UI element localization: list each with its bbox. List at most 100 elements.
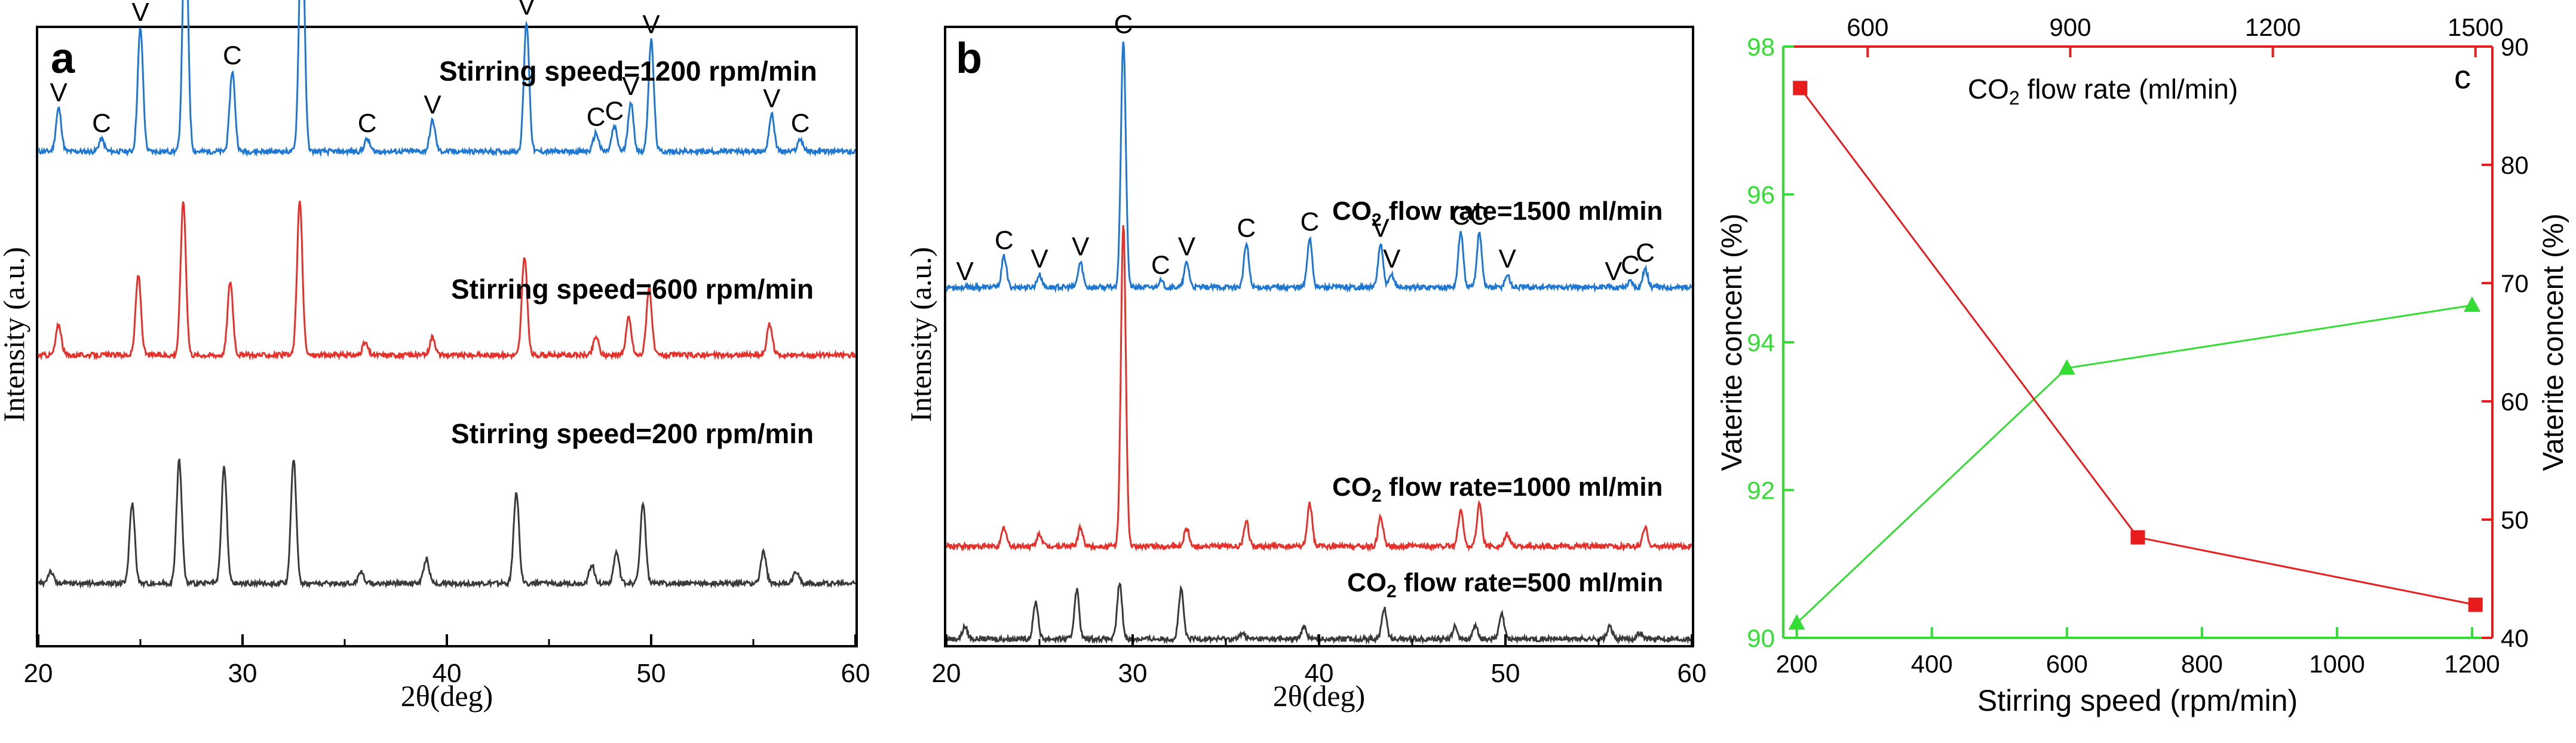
top-tick-label: 900	[2049, 13, 2091, 41]
bottom-tick-label: 200	[1776, 650, 1818, 678]
square-marker	[2468, 597, 2483, 612]
x-tick-label: 60	[1678, 659, 1707, 688]
peak-label: C	[1151, 251, 1170, 280]
panel-b-ylabel: Intensity (a.u.)	[904, 247, 937, 422]
peak-label: V	[1372, 214, 1390, 243]
peak-label: C	[1451, 201, 1470, 231]
peak-label: C	[995, 226, 1014, 255]
left-tick-label: 92	[1747, 477, 1775, 505]
x-tick-label: 30	[228, 659, 257, 688]
peak-label: V	[50, 78, 68, 107]
right-tick-label: 50	[2501, 506, 2529, 534]
peak-label: C	[1636, 238, 1655, 268]
right-tick-label: 90	[2501, 33, 2529, 61]
panel-b-frame	[944, 26, 1694, 647]
right-tick-label: 40	[2501, 624, 2529, 652]
panel-a-series-2-name: Stirring speed=600 rpm/min	[451, 274, 814, 305]
peak-label: C	[358, 109, 377, 138]
triangle-marker	[2058, 359, 2075, 375]
panel-c-xlabel: Stirring speed (rpm/min)	[1977, 684, 2298, 717]
panel-b-series-1-name-prefix: CO	[1332, 197, 1372, 226]
left-tick-label: 96	[1747, 181, 1775, 209]
panel-a-xticks: 20 30 40 50 60	[24, 634, 870, 688]
panel-a-peak-labels: VCVVCVCVVCCVVVC	[50, 0, 810, 138]
peak-label: C	[1621, 251, 1640, 280]
panel-c-top-xlabel-prefix: CO	[1968, 73, 2009, 105]
right-tick-label: 70	[2501, 269, 2529, 297]
panel-a-xlabel: 2θ(deg)	[401, 679, 493, 713]
triangle-marker	[2464, 296, 2481, 312]
peak-label: C	[1470, 201, 1489, 231]
panel-a-label: a	[51, 35, 75, 82]
square-marker	[2130, 530, 2145, 545]
panel-a-ylabel: Intensity (a.u.)	[0, 247, 30, 422]
panel-c-series	[1788, 81, 2483, 630]
panel-b-series-1-name: CO2 flow rate=1500 ml/min	[1332, 197, 1663, 230]
xrd-series-line	[946, 225, 1692, 552]
panel-b-series-3-name-sub: 2	[1387, 582, 1397, 601]
right-tick-label: 60	[2501, 388, 2529, 416]
square-marker	[1793, 81, 1808, 96]
left-tick-label: 94	[1747, 328, 1775, 357]
panel-b-xticks: 20 30 40 50 60	[932, 634, 1707, 688]
right-tick-label: 80	[2501, 151, 2529, 179]
peak-label: V	[424, 90, 441, 119]
panel-b-series-3-name: CO2 flow rate=500 ml/min	[1347, 568, 1663, 601]
peak-label: C	[791, 109, 810, 138]
xrd-series-line	[37, 458, 856, 590]
panel-b-series-2-name-suffix: flow rate=1000 ml/min	[1382, 472, 1663, 502]
peak-label: V	[1605, 257, 1623, 286]
bottom-tick-label: 800	[2181, 650, 2223, 678]
peak-label: C	[1114, 10, 1133, 39]
x-tick-label: 40	[433, 659, 462, 688]
peak-label: V	[622, 72, 640, 101]
panel-c-top-xlabel-sub: 2	[2009, 87, 2020, 109]
panel-a-series-1-name: Stirring speed=1200 rpm/min	[439, 56, 817, 87]
triangle-marker	[1788, 614, 1805, 630]
xrd-series-line	[37, 201, 856, 361]
panel-b-series-2-name-sub: 2	[1372, 486, 1382, 506]
x-tick-label: 60	[841, 659, 870, 688]
panel-b-series-3-name-suffix: flow rate=500 ml/min	[1397, 568, 1663, 597]
panel-a-frame	[36, 26, 858, 647]
bottom-tick-label: 1200	[2444, 650, 2500, 678]
left-tick-label: 90	[1747, 624, 1775, 652]
bottom-tick-label: 600	[2046, 650, 2088, 678]
peak-label: V	[1383, 244, 1401, 274]
panel-c-top-xlabel: CO2 flow rate (ml/min)	[1968, 73, 2238, 109]
xrd-series-line	[945, 41, 1692, 293]
peak-label: V	[1498, 244, 1516, 274]
top-tick-label: 1200	[2245, 13, 2301, 41]
panel-c-series-line	[1799, 87, 2476, 606]
panel-b-series-3-name-prefix: CO	[1347, 568, 1387, 597]
panel-b-series-2-name: CO2 flow rate=1000 ml/min	[1332, 472, 1663, 506]
peak-label: C	[1237, 214, 1256, 243]
peak-label: V	[642, 10, 660, 39]
panel-b-series-1-name-sub: 2	[1372, 210, 1382, 230]
peak-label: V	[956, 257, 974, 286]
panel-b-series-1-name-suffix: flow rate=1500 ml/min	[1382, 197, 1663, 226]
peak-label: C	[605, 96, 624, 125]
panel-b-label: b	[956, 35, 982, 82]
xrd-series-line	[37, 0, 856, 158]
panel-b-series-2-name-prefix: CO	[1332, 472, 1372, 502]
peak-label: V	[1178, 232, 1196, 262]
peak-label: V	[1031, 244, 1048, 274]
bottom-tick-label: 400	[1911, 650, 1953, 678]
x-tick-label: 50	[637, 659, 666, 688]
peak-label: C	[223, 41, 242, 70]
panel-b-xlabel: 2θ(deg)	[1273, 679, 1365, 713]
peak-label: V	[1072, 232, 1090, 262]
peak-label: C	[92, 109, 111, 138]
panel-c-top-xlabel-suffix: flow rate (ml/min)	[2020, 73, 2238, 105]
peak-label: C	[1301, 207, 1320, 237]
x-tick-label: 20	[24, 659, 53, 688]
x-tick-label: 20	[932, 659, 961, 688]
panel-c-series-line	[1796, 304, 2473, 624]
panel-c-ylabel-right: Vaterite concent (%)	[2538, 213, 2569, 471]
